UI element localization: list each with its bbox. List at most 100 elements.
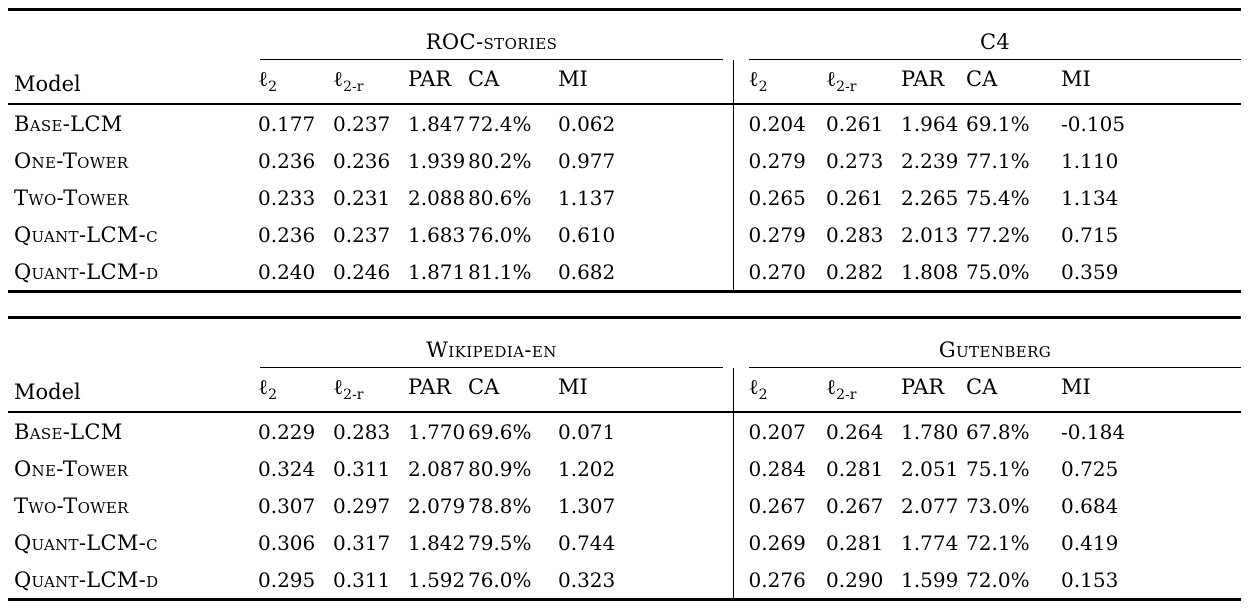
value-cell: 0.725 [1061,456,1119,481]
value-cell: 0.270 [732,253,827,292]
metric-header-mi-g2: MI [1061,368,1242,413]
metric-base: ℓ [748,67,759,92]
value-cell: 0.283 [826,222,884,247]
value-cell: 0.317 [333,530,391,555]
value-cell: 80.9% [468,456,532,481]
value-cell: 0.610 [558,222,616,247]
metric-subscript: 2 [268,387,277,404]
metric-header-ca-g1: CA [468,368,558,413]
metric-base: CA [468,67,500,92]
value-cell: 0.267 [826,493,884,518]
metric-header-par-g2: PAR [901,368,967,413]
metric-header-mi-g2: MI [1061,60,1242,105]
value-cell: 2.013 [901,222,959,247]
value-cell: 2.087 [408,456,466,481]
metric-base: CA [966,375,998,400]
value-cell: 0.715 [1061,222,1119,247]
group-header-wikipedia-en-label: Wikipedia-en [426,338,557,362]
results-table-bottom: Model Wikipedia-en Gutenberg ℓ2 ℓ2-r PAR… [8,316,1242,601]
value-cell: 1.964 [901,111,959,136]
value-cell: 76.0% [468,567,532,592]
value-cell: 0.062 [558,111,616,136]
value-cell: 1.137 [558,185,616,210]
model-name-cell: Quant-LCM-c [14,530,158,555]
value-cell: 0.311 [333,456,391,481]
model-column-header: Model [8,9,258,105]
metric-header-par-g2: PAR [901,60,967,105]
value-cell: 0.237 [333,111,391,136]
metric-header-par-g1: PAR [408,60,468,105]
value-cell: 0.284 [732,450,827,487]
value-cell: 0.359 [1061,259,1119,284]
value-cell: 2.088 [408,185,466,210]
group-header-wikipedia-en: Wikipedia-en [258,318,733,368]
metric-header-ca-g1: CA [468,60,558,105]
metric-header-ca-g2: CA [966,60,1062,105]
metric-base: ℓ [826,375,837,400]
value-cell: 0.306 [258,530,316,555]
group-title-row: Model ROC-stories C4 [8,9,1242,105]
model-name-cell: Quant-LCM-d [14,567,159,592]
table-row-quant-lcm-d: Quant-LCM-d 0.240 0.246 1.871 81.1% 0.68… [8,253,1241,292]
model-name-cell: Two-Tower [14,493,129,518]
value-cell: 78.8% [468,493,532,518]
results-table-top: Model ROC-stories C4 ℓ2 ℓ2-r PAR CA MI ℓ… [8,8,1242,293]
value-cell: 0.744 [558,530,616,555]
model-name-cell: Quant-LCM-d [14,259,159,284]
metric-subscript: 2-r [343,387,364,404]
model-name-cell: One-Tower [14,456,129,481]
value-cell: 0.682 [558,259,616,284]
group-header-roc-stories-label: ROC-stories [425,30,558,54]
metric-base: ℓ [826,67,837,92]
value-cell: 79.5% [468,530,532,555]
metric-base: PAR [901,67,945,92]
metric-base: MI [1061,67,1091,92]
metric-header-l2-g2: ℓ2 [732,368,827,413]
value-cell: 1.871 [408,259,466,284]
group-header-gutenberg: Gutenberg [733,318,1242,368]
metric-header-l2r-g2: ℓ2-r [826,60,902,105]
metric-base: CA [468,375,500,400]
value-cell: 0.233 [258,185,316,210]
metric-header-l2-g1: ℓ2 [258,60,333,105]
value-cell: 0.265 [732,179,827,216]
value-cell: 80.2% [468,148,532,173]
value-cell: 0.276 [732,561,827,600]
value-cell: 0.237 [333,222,391,247]
value-cell: -0.105 [1061,111,1126,136]
metric-header-l2-g2: ℓ2 [732,60,827,105]
value-cell: 77.2% [966,222,1030,247]
value-cell: 80.6% [468,185,532,210]
value-cell: 1.134 [1061,185,1119,210]
value-cell: 0.236 [258,222,316,247]
value-cell: 0.177 [258,111,316,136]
metric-base: PAR [408,375,452,400]
value-cell: 0.153 [1061,567,1119,592]
value-cell: 81.1% [468,259,532,284]
value-cell: 1.599 [901,567,959,592]
group-header-c4: C4 [733,10,1242,60]
table-row-quant-lcm-c: Quant-LCM-c 0.306 0.317 1.842 79.5% 0.74… [8,524,1241,561]
value-cell: 67.8% [966,419,1030,444]
value-cell: 0.231 [333,185,391,210]
value-cell: 0.283 [333,419,391,444]
table-row-two-tower: Two-Tower 0.233 0.231 2.088 80.6% 1.137 … [8,179,1241,216]
value-cell: 69.1% [966,111,1030,136]
value-cell: 1.780 [901,419,959,444]
value-cell: 1.770 [408,419,466,444]
table-row-quant-lcm-d: Quant-LCM-d 0.295 0.311 1.592 76.0% 0.32… [8,561,1241,600]
metric-header-mi-g1: MI [558,60,734,105]
metric-base: MI [558,375,588,400]
value-cell: 0.281 [826,530,884,555]
model-name-cell: Quant-LCM-c [14,222,158,247]
value-cell: 0.207 [732,412,827,450]
value-cell: 1.202 [558,456,616,481]
metric-base: MI [558,67,588,92]
value-cell: 0.281 [826,456,884,481]
group-header-gutenberg-label: Gutenberg [938,338,1052,362]
value-cell: 0.261 [826,185,884,210]
value-cell: 75.1% [966,456,1030,481]
value-cell: 0.419 [1061,530,1119,555]
group-header-roc-stories: ROC-stories [258,10,733,60]
